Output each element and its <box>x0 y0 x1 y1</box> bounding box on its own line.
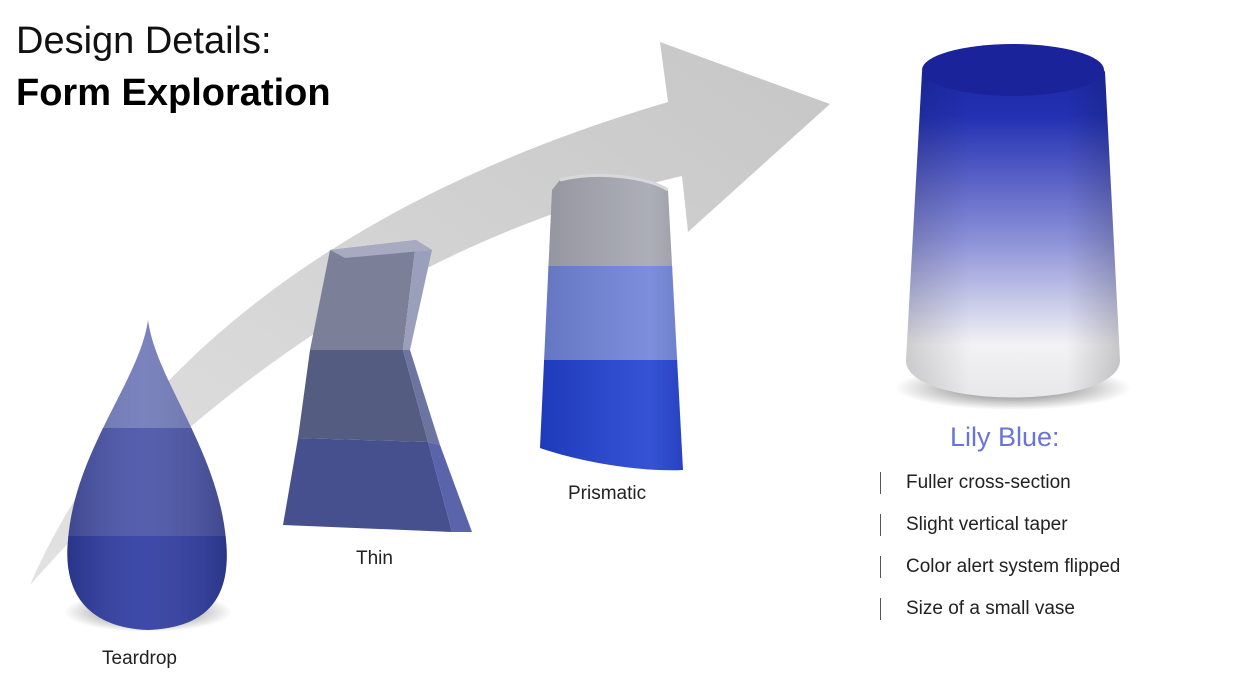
prismatic-label: Prismatic <box>568 483 646 505</box>
feature-item: Slight vertical taper <box>880 512 1120 554</box>
lily-blue-title: Lily Blue: <box>950 422 1060 453</box>
feature-item: Size of a small vase <box>880 596 1120 638</box>
thin-label: Thin <box>356 548 393 570</box>
feature-item: Fuller cross-section <box>880 470 1120 512</box>
lily-blue-features: Fuller cross-section Slight vertical tap… <box>880 470 1120 638</box>
feature-item: Color alert system flipped <box>880 554 1120 596</box>
teardrop-label: Teardrop <box>102 648 177 670</box>
prismatic-form <box>530 160 700 480</box>
lily-blue-form <box>906 44 1120 398</box>
